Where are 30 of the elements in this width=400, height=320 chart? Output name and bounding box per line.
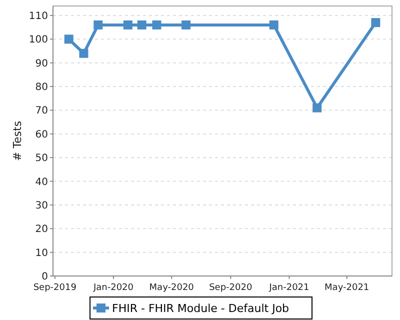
point bbox=[152, 20, 162, 30]
x-tick-label: Sep-2019 bbox=[33, 283, 77, 293]
legend-label: FHIR - FHIR Module - Default Job bbox=[112, 302, 290, 315]
y-tick-label: 0 bbox=[42, 272, 48, 282]
point bbox=[137, 20, 146, 30]
y-tick-label: 80 bbox=[35, 82, 48, 94]
point bbox=[269, 20, 278, 30]
point bbox=[123, 20, 132, 30]
x-tick-label: May-2020 bbox=[149, 283, 194, 293]
y-tick-label: 10 bbox=[35, 248, 48, 259]
y-tick-label: 60 bbox=[35, 129, 48, 140]
y-tick-label: 90 bbox=[35, 58, 48, 70]
point bbox=[182, 20, 191, 30]
y-tick-label: 100 bbox=[28, 34, 48, 46]
point bbox=[94, 20, 103, 30]
point bbox=[79, 48, 88, 58]
point bbox=[64, 34, 74, 44]
y-tick-label: 20 bbox=[35, 224, 48, 236]
y-axis-title: # Tests bbox=[11, 120, 24, 162]
x-tick-label: Sep-2020 bbox=[209, 283, 252, 293]
y-tick-label: 30 bbox=[35, 200, 48, 212]
y-tick-label: 70 bbox=[35, 106, 48, 117]
y-tick-label: 50 bbox=[35, 153, 48, 164]
y-tick-label: 40 bbox=[35, 176, 48, 188]
x-tick-label: Jan-2021 bbox=[268, 283, 310, 293]
x-tick-label: May-2021 bbox=[324, 283, 370, 293]
point bbox=[371, 18, 380, 28]
x-tick-label: Jan-2020 bbox=[92, 283, 134, 293]
y-tick-label: 110 bbox=[28, 10, 48, 22]
point bbox=[312, 103, 322, 112]
